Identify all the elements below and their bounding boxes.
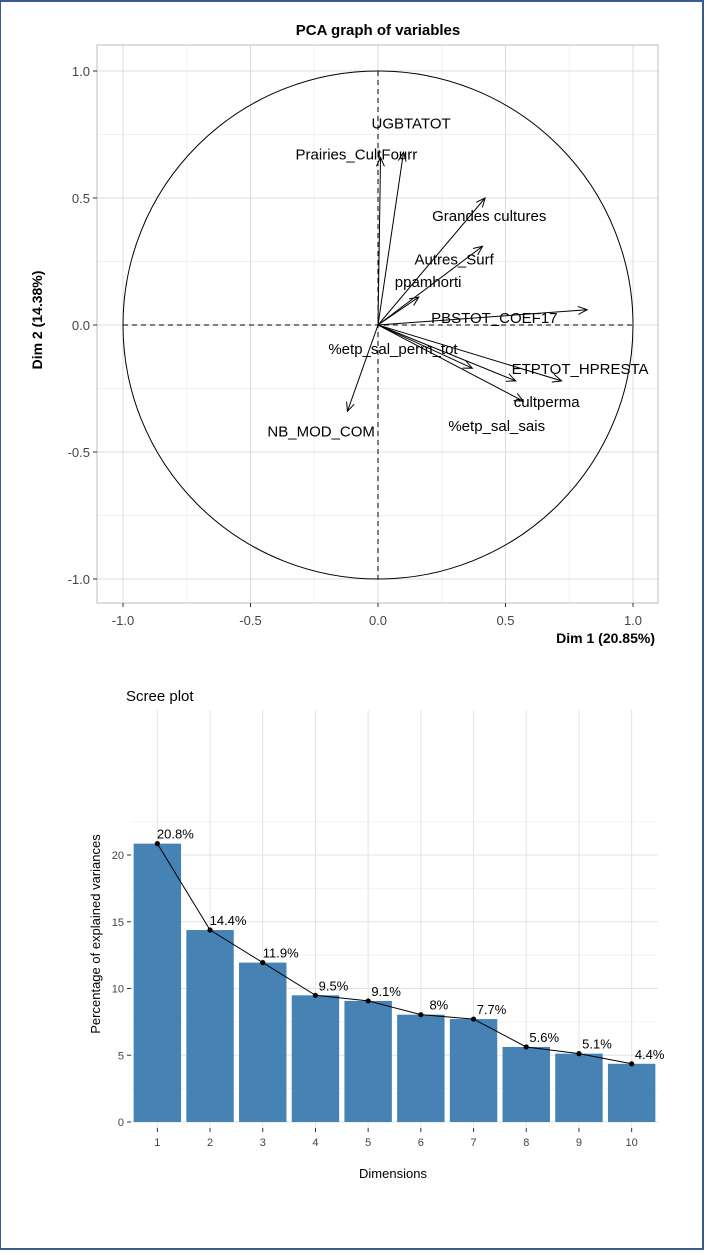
scree-point	[470, 1016, 477, 1022]
pca-x-tick-label: 1.0	[624, 613, 642, 628]
scree-value-label: 9.1%	[371, 984, 401, 999]
variable-label: Autres_Surf	[415, 251, 495, 268]
variable-arrow	[377, 324, 517, 382]
variable-arrow	[377, 296, 420, 326]
scree-x-tick-label: 5	[365, 1137, 371, 1149]
variable-arrow	[346, 324, 379, 413]
scree-point	[207, 927, 213, 933]
variable-label: cultperma	[514, 394, 581, 411]
scree-point	[154, 841, 160, 847]
variable-arrow	[377, 151, 407, 326]
scree-value-label: 11.9%	[263, 946, 299, 961]
scree-x-tick-label: 1	[154, 1137, 160, 1149]
scree-bar	[449, 1019, 498, 1122]
variable-label: Grandes cultures	[432, 208, 546, 225]
variable-label: UGBTATOT	[372, 115, 451, 132]
scree-point	[523, 1044, 529, 1050]
pca-title: PCA graph of variables	[296, 22, 461, 39]
scree-bar	[291, 995, 340, 1122]
pca-x-tick-label: 0.5	[496, 613, 514, 628]
pca-y-tick-label: -0.5	[68, 445, 90, 460]
pca-x-tick-label: -0.5	[239, 613, 261, 628]
scree-point	[365, 998, 371, 1004]
scree-point	[629, 1061, 635, 1067]
scree-y-tick-label: 10	[112, 984, 124, 996]
scree-x-axis-label: Dimensions	[359, 1166, 427, 1181]
scree-x-tick-label: 6	[418, 1137, 424, 1149]
variable-arrow	[377, 324, 563, 383]
scree-bar	[502, 1046, 550, 1122]
scree-x-tick-label: 9	[576, 1137, 582, 1149]
variable-arrow	[377, 197, 486, 326]
pca-x-tick-label: -1.0	[112, 613, 134, 628]
scree-value-label: 8%	[429, 998, 448, 1013]
variable-label: Prairies_CultFourr	[296, 146, 418, 163]
scree-line	[156, 843, 632, 1065]
scree-point	[260, 960, 266, 966]
scree-points	[154, 841, 635, 1067]
pca-x-tick-label: 0.0	[369, 613, 387, 628]
variable-label: NB_MOD_COM	[267, 423, 375, 440]
scree-x-ticks: 1 2 3 4 5 6 7 8 9 10	[154, 1128, 638, 1149]
pca-x-axis-label: Dim 1 (20.85%)	[556, 630, 655, 646]
scree-x-tick-label: 4	[312, 1137, 318, 1149]
scree-x-tick-label: 2	[207, 1137, 213, 1149]
scree-plot: Scree plot 20.8%14.4%11.9%9.5% 9.1%8% 7.7%…	[88, 688, 665, 1181]
scree-bar	[344, 1000, 392, 1122]
scree-bar	[186, 930, 234, 1122]
scree-x-tick-label: 10	[626, 1137, 638, 1149]
scree-y-tick-label: 0	[118, 1117, 124, 1129]
scree-bar	[239, 962, 287, 1122]
pca-x-ticks: -1.0 -0.5 0.0 0.5 1.0	[112, 603, 642, 628]
scree-y-tick-label: 15	[112, 917, 124, 929]
scree-value-label: 5.1%	[582, 1037, 612, 1052]
scree-bar	[397, 1014, 445, 1122]
variable-label: ppamhorti	[395, 274, 462, 291]
variable-arrow	[377, 245, 484, 326]
variable-label: %etp_sal_sais	[448, 418, 545, 435]
scree-bar	[555, 1053, 603, 1122]
variable-arrow	[377, 324, 525, 402]
pca-y-tick-label: -1.0	[68, 572, 90, 587]
scree-value-label: 20.8%	[157, 827, 194, 842]
variable-label: %etp_sal_perm_tot	[328, 341, 458, 358]
pca-y-ticks: -1.0 -0.5 0.0 0.5 1.0	[68, 64, 97, 587]
scree-x-tick-label: 7	[470, 1137, 476, 1149]
pca-graph: PCA graph of variables -1.0 -0.5 0.0 0.5 1.0…	[29, 22, 659, 646]
pca-y-tick-label: 1.0	[72, 64, 90, 79]
scree-y-tick-label: 5	[118, 1050, 124, 1062]
scree-value-label: 9.5%	[319, 978, 349, 993]
variable-arrow	[377, 305, 589, 326]
scree-value-labels: 20.8% 14.4% 11.9% 9.5% 9.1% 8% 7.7% 5.6% 5.1% 4.4…	[157, 827, 665, 1062]
scree-value-label: 14.4%	[210, 913, 247, 928]
scree-x-tick-label: 8	[523, 1137, 529, 1149]
pca-y-tick-label: 0.5	[72, 191, 90, 206]
scree-value-label: 5.6%	[529, 1030, 559, 1045]
scree-bar	[133, 843, 182, 1122]
scree-point	[576, 1051, 582, 1057]
scree-point	[312, 992, 319, 998]
scree-y-axis-label: Percentage of explained variances	[88, 834, 103, 1034]
scree-title: Scree plot	[126, 688, 194, 705]
scree-bar	[607, 1063, 656, 1122]
variable-label: PBSTOT_COEF17	[431, 310, 557, 327]
variable-arrows	[346, 151, 589, 413]
scree-point	[418, 1012, 424, 1018]
scree-bars	[133, 843, 656, 1122]
scree-value-label: 7.7%	[477, 1002, 507, 1017]
variable-arrow	[377, 324, 474, 369]
scree-y-tick-label: 20	[112, 850, 124, 862]
variable-label: ETPTOT_HPRESTA	[512, 361, 649, 378]
pca-y-tick-label: 0.0	[72, 318, 90, 333]
variable-arrow	[375, 156, 385, 326]
scree-x-tick-label: 3	[260, 1137, 266, 1149]
scree-value-label: 4.4%	[635, 1047, 665, 1062]
pca-y-axis-label: Dim 2 (14.38%)	[29, 271, 45, 370]
scree-y-ticks: 0 5 10 15 20	[112, 850, 131, 1129]
variable-labels: UGBTATOT Prairies_CultFourr Grandes cultur…	[267, 115, 648, 440]
